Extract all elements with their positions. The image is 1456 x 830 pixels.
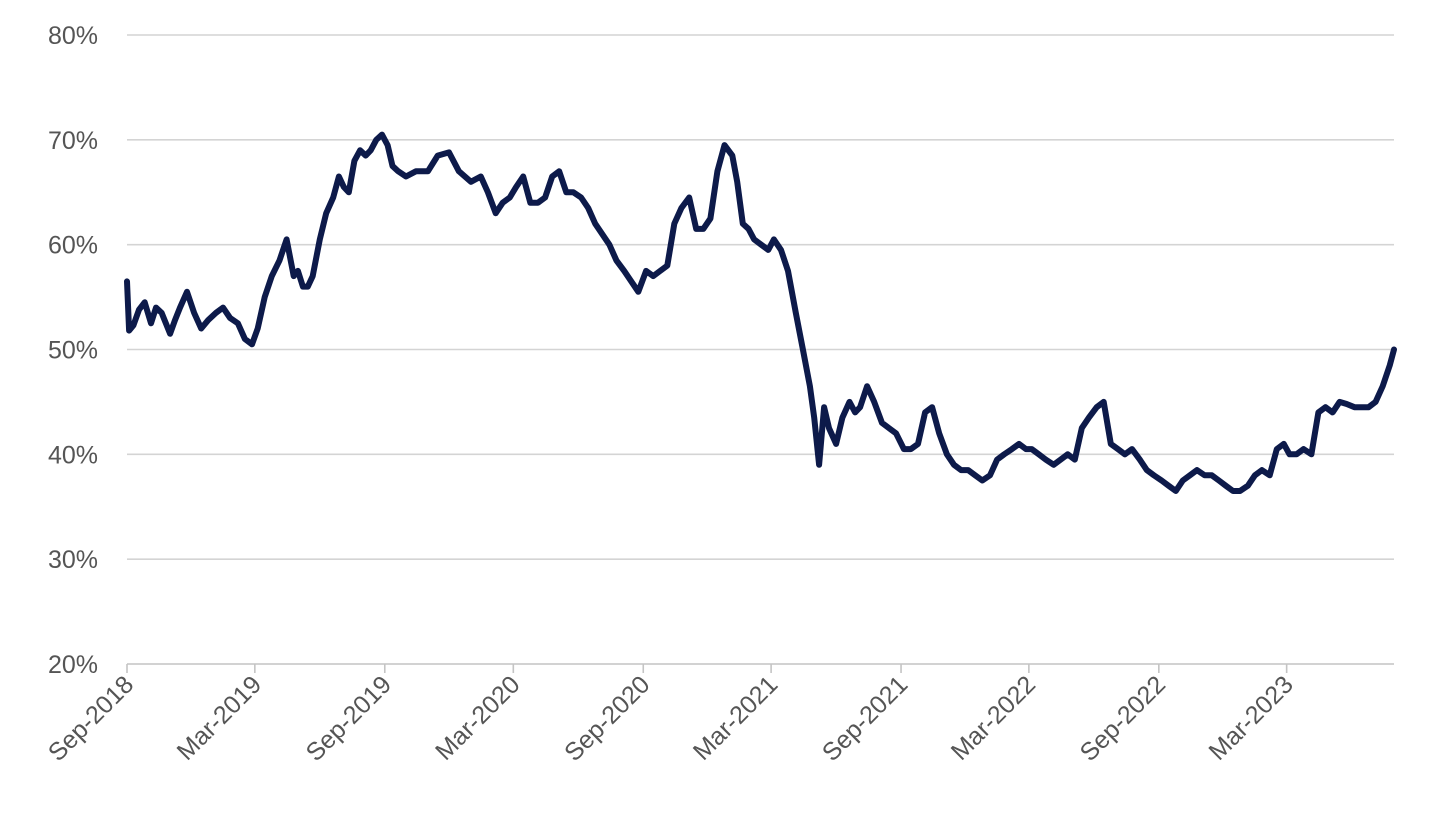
- x-tick-label: Sep-2019: [301, 670, 397, 766]
- y-tick-label: 40%: [48, 441, 98, 469]
- x-tick-label: Sep-2021: [817, 670, 913, 766]
- x-tick-label: Mar-2022: [946, 670, 1041, 765]
- y-axis: 20% 30% 40% 50% 60% 70% 80%: [48, 22, 98, 679]
- x-tick-label: Mar-2021: [688, 670, 783, 765]
- y-tick-label: 20%: [48, 651, 98, 679]
- y-tick-label: 60%: [48, 232, 98, 260]
- y-tick-label: 70%: [48, 127, 98, 155]
- y-tick-label: 50%: [48, 337, 98, 365]
- x-tick-label: Sep-2020: [559, 670, 655, 766]
- gridlines: [127, 34, 1394, 560]
- x-tick-label: Mar-2020: [430, 670, 525, 765]
- series-layer: [124, 131, 1397, 494]
- x-tick-label: Mar-2019: [172, 670, 267, 765]
- y-tick-label: 30%: [48, 546, 98, 574]
- x-tick-label: Sep-2022: [1075, 670, 1171, 766]
- x-axis: Sep-2018 Mar-2019 Sep-2019 Mar-2020 Sep-2020…: [43, 663, 1394, 767]
- x-tick-label: Mar-2023: [1203, 670, 1298, 765]
- x-tick-label: Sep-2018: [43, 670, 139, 766]
- y-tick-label: 80%: [48, 22, 98, 50]
- series-line: [124, 131, 1397, 494]
